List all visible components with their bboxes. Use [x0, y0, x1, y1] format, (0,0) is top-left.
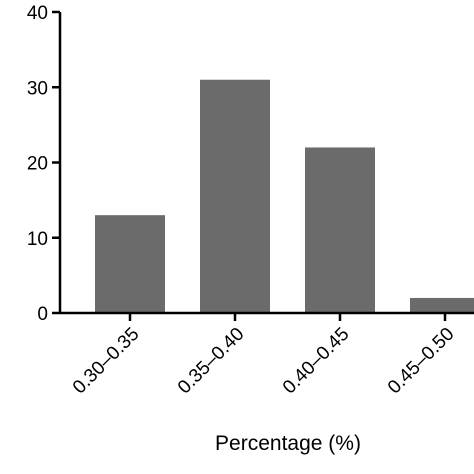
x-axis: 0.30–0.35 0.35–0.40 0.40–0.45 0.45–0.50: [60, 311, 474, 399]
bar-3: [305, 147, 375, 313]
x-tick-label: 0.30–0.35: [69, 324, 144, 399]
y-tick-label: 10: [27, 229, 48, 250]
bar-1: [95, 215, 165, 313]
x-tick-label: 0.35–0.40: [174, 324, 249, 399]
bars-group: [95, 79, 474, 313]
x-tick-label: 0.45–0.50: [384, 324, 459, 399]
x-tick-label: 0.40–0.45: [279, 324, 354, 399]
y-tick-label: 0: [37, 304, 48, 325]
y-tick-label: 30: [27, 78, 48, 99]
bar-2: [200, 79, 270, 313]
bar-4: [410, 297, 474, 313]
y-tick-label: 40: [27, 3, 48, 24]
y-tick-label: 20: [27, 154, 48, 175]
y-axis: 0 10 20 30 40: [27, 3, 62, 325]
x-axis-title: Percentage (%): [215, 432, 361, 455]
